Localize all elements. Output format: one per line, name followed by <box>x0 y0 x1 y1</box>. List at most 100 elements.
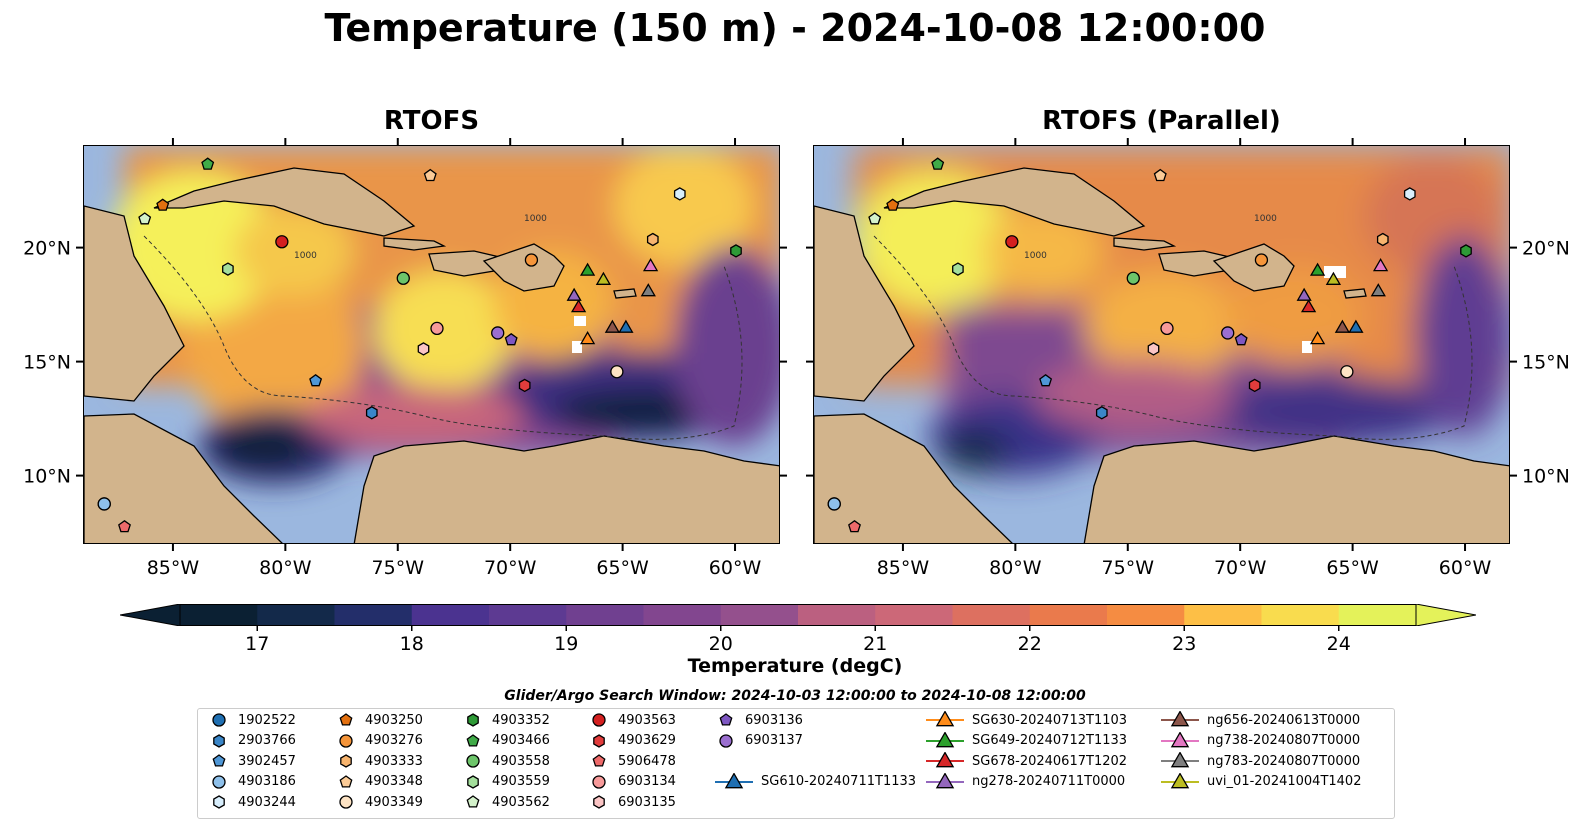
map-canvas-rtofs: 1000 1000 <box>84 146 779 543</box>
legend-triangle <box>1170 731 1190 747</box>
legend-triangle <box>935 711 955 727</box>
legend-marker-triangle <box>926 772 964 788</box>
legend-marker-triangle <box>926 731 964 747</box>
legend-item: 6903134 <box>588 773 676 791</box>
legend-label: ng278-20240711T0000 <box>972 774 1126 789</box>
lat-tick-label: 20°N <box>23 238 71 260</box>
legend-marker-triangle <box>926 711 964 727</box>
marker-ng783-20240807T0000 <box>640 283 656 297</box>
contour-label: 1000 <box>1024 251 1047 261</box>
legend-marker-triangle <box>1161 711 1199 727</box>
legend-item: 6903136 <box>715 711 803 729</box>
marker-2903766 <box>365 406 378 420</box>
marker-4903348 <box>1153 168 1167 182</box>
marker-6903134 <box>1160 321 1174 336</box>
colorbar-tick-label: 21 <box>863 633 887 655</box>
marker-4903244 <box>1403 187 1416 201</box>
legend-marker-hexagon <box>593 795 605 809</box>
colorbar-segment <box>875 604 953 626</box>
legend-item: 4903250 <box>335 711 423 729</box>
legend-marker-triangle <box>1161 731 1199 747</box>
marker-4903250 <box>156 198 170 211</box>
legend-item: 4903562 <box>462 793 550 811</box>
legend-triangle <box>935 752 955 768</box>
marker-4903349 <box>1340 365 1354 379</box>
marker-6903135 <box>1147 342 1160 356</box>
marker-SG630-20240713T1103 <box>579 330 596 345</box>
marker-3902457 <box>309 373 323 387</box>
legend-item: 4903186 <box>208 773 296 791</box>
marker-4903466 <box>201 157 215 170</box>
lon-tick-label: 85°W <box>877 557 930 579</box>
legend-marker-circle <box>212 774 226 789</box>
legend-pentagon <box>592 754 606 767</box>
marker-4903349 <box>610 365 624 379</box>
map-panel-rtofs: 1000 1000 <box>83 145 780 544</box>
marker-4903276 <box>1254 253 1269 267</box>
legend-item: 4903348 <box>335 773 423 791</box>
legend-label: 4903349 <box>365 794 423 810</box>
legend-item: 4903563 <box>588 711 676 729</box>
legend-item: SG630-20240713T1103 <box>926 711 1127 729</box>
marker-4903559 <box>952 262 964 276</box>
colorbar-segment <box>1184 604 1262 626</box>
legend-label: 4903276 <box>365 733 423 748</box>
marker-6903137 <box>1221 326 1235 340</box>
bathymetry-contour <box>873 235 1473 440</box>
legend-item: 3902457 <box>208 752 296 770</box>
marker-4903250 <box>886 198 900 211</box>
legend-pentagon <box>466 733 480 747</box>
legend-hexagon <box>213 795 225 809</box>
legend-label: 4903629 <box>618 733 676 748</box>
contour-label: 1000 <box>1254 214 1277 224</box>
legend-label: 5906478 <box>618 753 676 769</box>
legend-triangle <box>935 772 955 788</box>
marker-SG649-20240712T1133 <box>1309 262 1326 276</box>
lon-tick-label: 60°W <box>709 557 762 579</box>
legend-marker-circle <box>719 733 733 748</box>
marker-4903244 <box>673 187 686 201</box>
legend-label: SG649-20240712T1133 <box>972 733 1128 748</box>
panel-title-rtofs-parallel: RTOFS (Parallel) <box>1042 106 1281 136</box>
legend-label: SG678-20240617T1202 <box>972 753 1128 769</box>
marker-layer-rtofs <box>97 157 742 533</box>
legend-triangle <box>1170 711 1190 727</box>
marker-ng738-20240807T0000 <box>1372 257 1389 272</box>
marker-3902457 <box>1039 373 1053 387</box>
legend-marker-circle <box>592 713 606 727</box>
marker-4903348 <box>423 168 437 182</box>
figure-title: Temperature (150 m) - 2024-10-08 12:00:0… <box>324 6 1266 50</box>
lon-tick-label: 85°W <box>147 557 200 579</box>
colorbar-svg <box>119 603 1477 627</box>
legend-pentagon <box>719 713 733 726</box>
search-window-text: Glider/Argo Search Window: 2024-10-03 12… <box>504 688 1086 704</box>
colorbar-tick-label: 17 <box>245 633 269 655</box>
contour-label: 1000 <box>524 214 547 224</box>
colorbar-segment <box>1107 604 1185 626</box>
contour-label: 1000 <box>294 251 317 261</box>
legend-label: 6903137 <box>745 733 803 748</box>
colorbar-segment <box>566 604 644 626</box>
marker-4903352 <box>1460 244 1472 258</box>
lat-tick-label: 15°N <box>23 352 71 374</box>
legend-marker-hexagon <box>467 713 479 727</box>
marker-SG649-20240712T1133 <box>579 262 596 276</box>
legend-item: 2903766 <box>208 732 296 750</box>
legend-marker-pentagon <box>719 713 733 726</box>
lon-tick-label: 65°W <box>1326 557 1379 579</box>
legend: 1902522 2903766 3902457 4903186 4903244 49032… <box>197 708 1395 819</box>
marker-ng278-20240711T0000 <box>566 287 582 301</box>
colorbar-tick-label: 23 <box>1172 633 1196 655</box>
legend-item: uvi_01-20241004T1402 <box>1161 772 1361 791</box>
marker-2903766 <box>1095 406 1108 420</box>
marker-SG678-20240617T1202 <box>1300 299 1317 313</box>
legend-triangle <box>1170 772 1190 788</box>
legend-item: 4903276 <box>335 732 423 750</box>
colorbar-frame <box>179 604 1417 626</box>
marker-4903562 <box>138 212 152 225</box>
colorbar-segment <box>180 604 258 626</box>
legend-label: 4903563 <box>618 712 676 728</box>
colorbar-tick-label: 24 <box>1327 633 1351 655</box>
panel-title-rtofs: RTOFS <box>383 106 480 136</box>
legend-triangle <box>935 731 955 747</box>
